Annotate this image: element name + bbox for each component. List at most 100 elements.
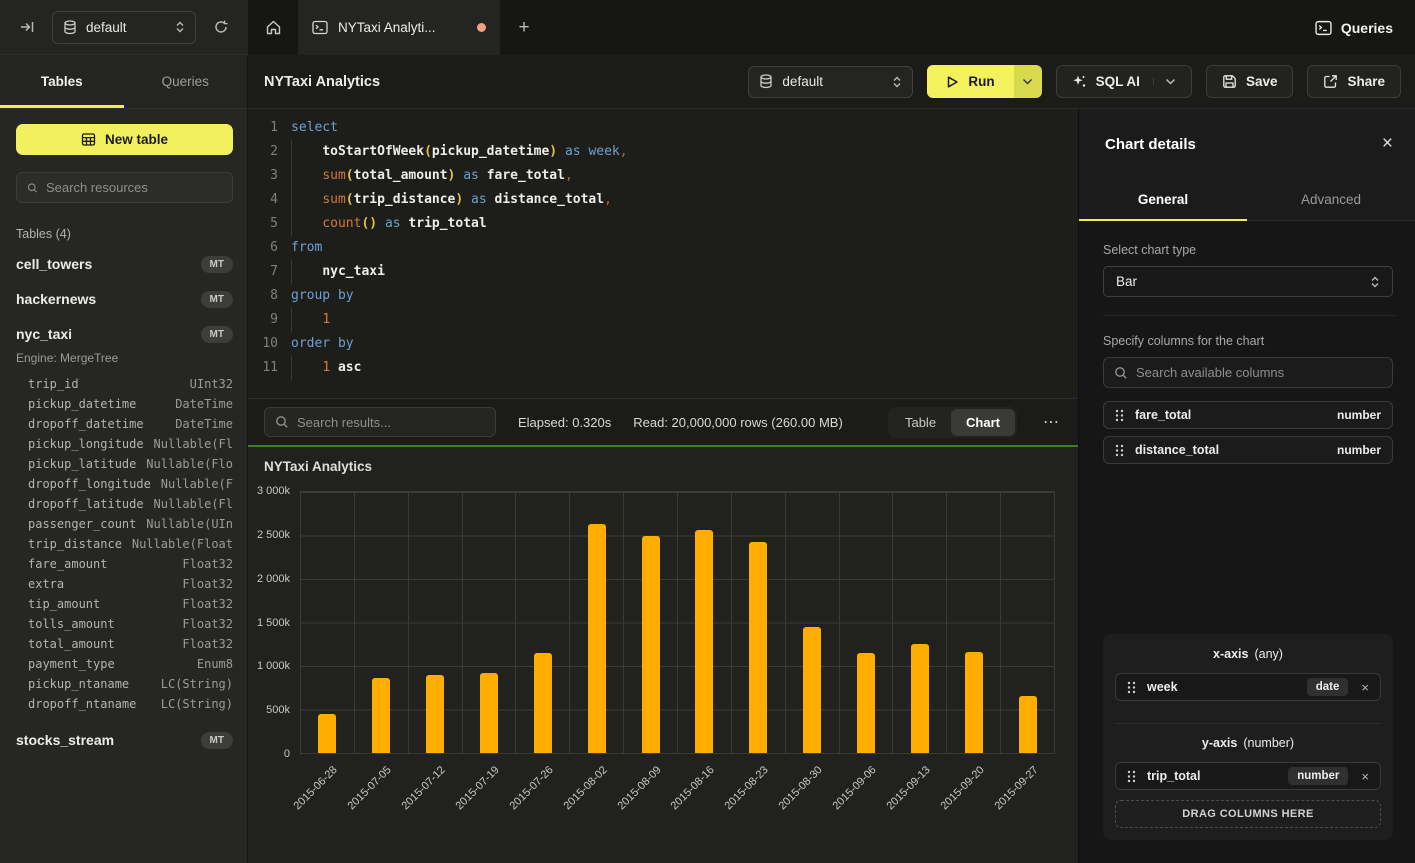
- divider: [1103, 315, 1395, 316]
- chart-bar[interactable]: [642, 536, 660, 754]
- available-column-distance_total[interactable]: distance_totalnumber: [1103, 436, 1393, 464]
- queries-button[interactable]: Queries: [1293, 0, 1415, 55]
- line-number: 2: [248, 140, 278, 164]
- y-axis-column-chip[interactable]: trip_total number ×: [1115, 762, 1381, 790]
- column-chip-type: number: [1337, 408, 1381, 422]
- chart-details-header: Chart details ×: [1079, 109, 1415, 179]
- line-number: 4: [248, 188, 278, 212]
- tab-nytaxi-analytics[interactable]: NYTaxi Analyti...: [298, 0, 500, 55]
- column-name: pickup_ntaname: [28, 674, 129, 694]
- share-button[interactable]: Share: [1307, 65, 1401, 98]
- chart-bar[interactable]: [965, 652, 983, 753]
- column-row: dropoff_datetimeDateTime: [16, 414, 233, 434]
- engine-badge: MT: [201, 291, 233, 308]
- close-panel-button[interactable]: ×: [1382, 133, 1393, 155]
- line-number: 6: [248, 236, 278, 260]
- refresh-button[interactable]: [208, 14, 234, 40]
- chevron-updown-icon: [892, 75, 902, 89]
- chart-plot-area[interactable]: [300, 491, 1055, 754]
- chevron-updown-icon: [1370, 275, 1380, 289]
- chart-bar-cell: [409, 492, 463, 753]
- new-table-button[interactable]: New table: [16, 124, 233, 155]
- chart-bar[interactable]: [857, 653, 875, 753]
- sidebar-tab-queries[interactable]: Queries: [124, 55, 248, 108]
- code-line: 7 nyc_taxi: [248, 260, 1078, 284]
- query-database-selector[interactable]: default: [748, 66, 913, 98]
- column-name: tip_amount: [28, 594, 100, 614]
- drop-zone[interactable]: DRAG COLUMNS HERE: [1115, 800, 1381, 828]
- table-item-cell_towers[interactable]: cell_towersMT: [16, 252, 233, 276]
- chart-bar[interactable]: [372, 678, 390, 753]
- chart-type-select[interactable]: Bar: [1103, 266, 1393, 297]
- tab-advanced[interactable]: Advanced: [1247, 179, 1415, 220]
- chart-bar[interactable]: [426, 675, 444, 753]
- table-name: cell_towers: [16, 256, 92, 272]
- more-options-button[interactable]: ⋯: [1039, 412, 1064, 432]
- code-line: 4 sum(trip_distance) as distance_total,: [248, 188, 1078, 212]
- chart-bar[interactable]: [480, 673, 498, 753]
- chart-bar-cell: [840, 492, 894, 753]
- tab-general[interactable]: General: [1079, 179, 1247, 220]
- table-item-stocks_stream[interactable]: stocks_streamMT: [16, 728, 233, 752]
- home-tab[interactable]: [248, 0, 298, 55]
- chart-view-button[interactable]: Chart: [951, 409, 1015, 436]
- x-tick: 2015-09-20: [947, 756, 1001, 846]
- column-name: pickup_latitude: [28, 454, 136, 474]
- results-bar: Elapsed: 0.320s Read: 20,000,000 rows (2…: [248, 398, 1078, 445]
- table-view-button[interactable]: Table: [890, 409, 951, 436]
- x-tick: 2015-08-02: [570, 756, 624, 846]
- code-text: from: [291, 236, 322, 260]
- column-row: tolls_amountFloat32: [16, 614, 233, 634]
- collapse-sidebar-button[interactable]: [14, 14, 40, 40]
- sidebar-tabs: Tables Queries: [0, 55, 248, 109]
- database-selector[interactable]: default: [52, 11, 196, 44]
- results-search-input[interactable]: [297, 415, 485, 430]
- share-button-label: Share: [1347, 74, 1385, 89]
- chart-bar[interactable]: [318, 714, 336, 753]
- run-options-button[interactable]: [1014, 65, 1042, 98]
- table-columns-list: trip_idUInt32pickup_datetimeDateTimedrop…: [16, 374, 233, 714]
- save-button[interactable]: Save: [1206, 65, 1294, 98]
- remove-x-axis-column-button[interactable]: ×: [1359, 680, 1369, 695]
- sidebar-tab-tables[interactable]: Tables: [0, 55, 124, 108]
- column-row: pickup_longitudeNullable(Fl: [16, 434, 233, 454]
- sql-editor[interactable]: 1select2 toStartOfWeek(pickup_datetime) …: [248, 109, 1078, 398]
- column-name: total_amount: [28, 634, 115, 654]
- chart-bar[interactable]: [749, 542, 767, 753]
- chart-bar-cell: [732, 492, 786, 753]
- column-name: payment_type: [28, 654, 115, 674]
- query-database-value: default: [782, 74, 823, 89]
- x-tick: 2015-09-06: [839, 756, 893, 846]
- run-button[interactable]: Run: [927, 65, 1013, 98]
- resources-search-input[interactable]: [46, 180, 222, 195]
- sql-ai-button[interactable]: SQL AI: [1056, 65, 1192, 98]
- sql-ai-label: SQL AI: [1096, 74, 1140, 89]
- chart-bar[interactable]: [803, 627, 821, 753]
- column-type: Nullable(Flo: [146, 454, 233, 474]
- available-column-fare_total[interactable]: fare_totalnumber: [1103, 401, 1393, 429]
- table-item-hackernews[interactable]: hackernewsMT: [16, 287, 233, 311]
- x-axis-column-chip[interactable]: week date ×: [1115, 673, 1381, 701]
- columns-search-input[interactable]: [1136, 365, 1382, 380]
- sql-ai-options[interactable]: [1153, 78, 1176, 85]
- x-axis-section: x-axis(any) week date ×: [1115, 647, 1381, 724]
- chart-bar[interactable]: [534, 653, 552, 753]
- view-toggle: Table Chart: [888, 407, 1017, 438]
- database-icon: [759, 74, 773, 89]
- available-columns-list: fare_totalnumber distance_totalnumber: [1103, 401, 1393, 464]
- code-text: sum(total_amount) as fare_total,: [291, 164, 573, 188]
- remove-y-axis-column-button[interactable]: ×: [1359, 769, 1369, 784]
- chart-bar[interactable]: [588, 524, 606, 753]
- chevron-updown-icon: [175, 20, 185, 34]
- chart-bar[interactable]: [911, 644, 929, 753]
- code-text: 1 asc: [291, 356, 361, 380]
- tab-title: NYTaxi Analyti...: [338, 20, 436, 35]
- new-tab-button[interactable]: +: [500, 0, 548, 55]
- code-line: 6 from: [248, 236, 1078, 260]
- drag-handle-icon: [1115, 409, 1124, 422]
- column-type: Nullable(Fl: [154, 494, 233, 514]
- column-type: Float32: [182, 634, 233, 654]
- table-item-nyc_taxi[interactable]: nyc_taxiMT: [16, 322, 233, 346]
- chart-bar[interactable]: [695, 530, 713, 753]
- chart-bar[interactable]: [1019, 696, 1037, 753]
